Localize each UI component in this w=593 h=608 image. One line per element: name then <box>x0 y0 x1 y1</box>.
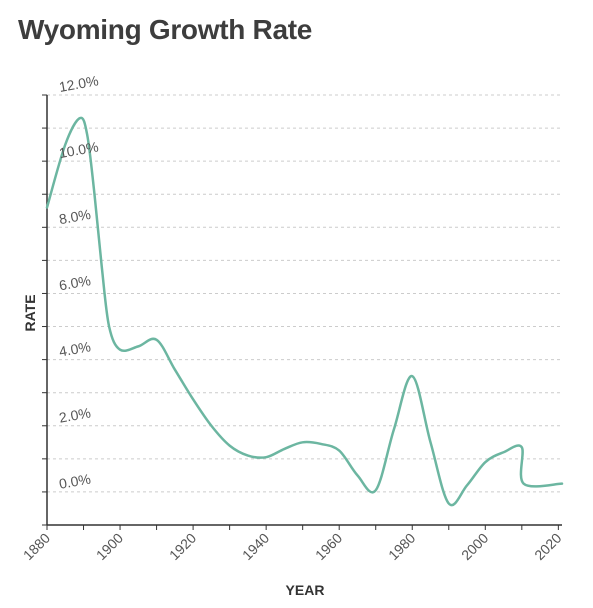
y-tick-label: 2.0% <box>58 404 92 425</box>
x-tick-label: 1920 <box>166 530 199 563</box>
y-tick-label: 6.0% <box>58 272 92 293</box>
y-tick-label: 4.0% <box>58 338 92 359</box>
axes <box>42 94 562 530</box>
growth-rate-line <box>45 116 564 507</box>
tick-labels: 0.0% 2.0% 4.0% 6.0% 8.0% 10.0% 12.0% 1880 1900 19… <box>20 72 565 563</box>
x-tick-label: 1980 <box>385 530 418 563</box>
x-tick-label: 1880 <box>20 530 53 563</box>
x-tick-label: 1960 <box>312 530 345 563</box>
x-tick-label: 2020 <box>531 530 564 563</box>
y-tick-label: 10.0% <box>58 138 100 161</box>
y-tick-label: 8.0% <box>58 206 92 227</box>
gridlines <box>47 94 562 526</box>
x-tick-label: 1940 <box>239 530 272 563</box>
x-tick-label: 2000 <box>458 530 491 563</box>
y-tick-label: 12.0% <box>58 72 100 95</box>
y-tick-label: 0.0% <box>58 471 92 492</box>
y-axis-title: RATE <box>22 294 38 331</box>
x-tick-label: 1900 <box>93 530 126 563</box>
series <box>45 116 564 507</box>
page-title: Wyoming Growth Rate <box>18 14 313 45</box>
x-axis-title: YEAR <box>286 582 325 598</box>
